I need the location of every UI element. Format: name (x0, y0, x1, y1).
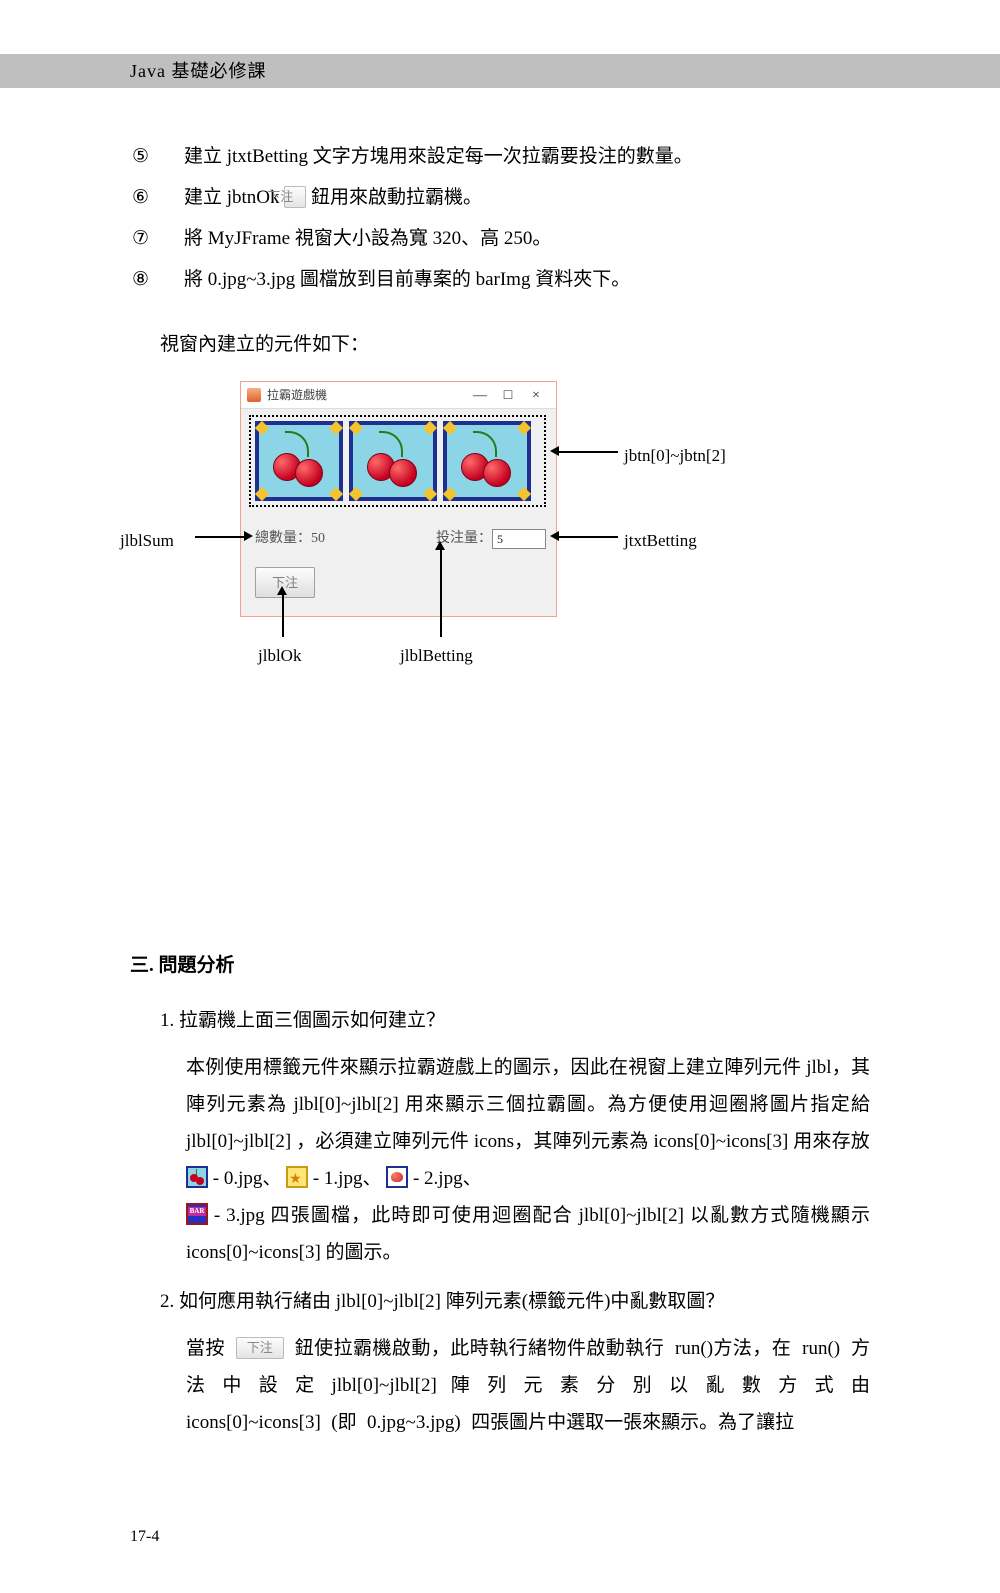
callout-jlblbetting: jlblBetting (400, 639, 473, 672)
a2-text-a: 當按 (186, 1338, 236, 1359)
window-diagram: 拉霸遊戲機 — □ × (240, 381, 790, 917)
step-6-num: ⑥ (160, 179, 184, 216)
slot-2 (443, 421, 531, 501)
maximize-icon[interactable]: □ (494, 382, 522, 409)
icon0-label: - 0.jpg、 (208, 1168, 286, 1189)
answer-1: 本例使用標籤元件來顯示拉霸遊戲上的圖示，因此在視窗上建立陣列元件 jlbl，其陣… (186, 1049, 870, 1271)
intro-line: 視窗內建立的元件如下： (160, 326, 870, 363)
question-2: 2. 如何應用執行緒由 jlbl[0]~jlbl[2] 陣列元素(標籤元件)中亂… (160, 1283, 870, 1320)
step-8-text: 將 0.jpg~3.jpg 圖檔放到目前專案的 barImg 資料夾下。 (184, 269, 630, 290)
title-bar: 拉霸遊戲機 — □ × (241, 382, 556, 409)
step-5-text: 建立 jtxtBetting 文字方塊用來設定每一次拉霸要投注的數量。 (184, 146, 693, 167)
bet-input[interactable]: 5 (492, 529, 546, 549)
inline-bet-button: 下注 (284, 186, 306, 208)
page-number: 17-4 (130, 1521, 870, 1552)
minimize-icon[interactable]: — (466, 382, 494, 409)
step-7-num: ⑦ (160, 220, 184, 257)
question-1: 1. 拉霸機上面三個圖示如何建立？ (160, 1002, 870, 1039)
slot-1 (349, 421, 437, 501)
step-5: ⑤建立 jtxtBetting 文字方塊用來設定每一次拉霸要投注的數量。 (160, 138, 870, 175)
cherry-icon (186, 1166, 208, 1188)
a2-text-b: 鈕使拉霸機啟動，此時執行緒物件啟動執行 run()方法，在 run() 方 法 … (186, 1338, 870, 1433)
step-8: ⑧將 0.jpg~3.jpg 圖檔放到目前專案的 barImg 資料夾下。 (160, 261, 870, 298)
melon-icon (386, 1166, 408, 1188)
header-title: Java 基礎必修課 (130, 61, 266, 81)
page-header: Java 基礎必修課 (0, 54, 1000, 88)
slot-window: 拉霸遊戲機 — □ × (240, 381, 557, 617)
callout-jlblok: jlblOk (258, 639, 301, 672)
close-icon[interactable]: × (522, 382, 550, 409)
section-3-heading: 三. 問題分析 (130, 947, 870, 984)
bar-icon (186, 1203, 208, 1225)
window-title: 拉霸遊戲機 (267, 384, 327, 407)
step-7: ⑦將 MyJFrame 視窗大小設為寬 320、高 250。 (160, 220, 870, 257)
fields-row: 總數量：50 投注量： 5 (241, 513, 556, 556)
step-7-text: 將 MyJFrame 視窗大小設為寬 320、高 250。 (184, 228, 551, 249)
answer-2: 當按 下注 鈕使拉霸機啟動，此時執行緒物件啟動執行 run()方法，在 run(… (186, 1330, 870, 1441)
star-icon (286, 1166, 308, 1188)
step-6-post: 鈕用來啟動拉霸機。 (306, 187, 482, 208)
callout-jbtn: jbtn[0]~jbtn[2] (624, 439, 726, 472)
callout-jtxtbetting: jtxtBetting (624, 524, 697, 557)
slot-0 (255, 421, 343, 501)
a1-text-a: 本例使用標籤元件來顯示拉霸遊戲上的圖示，因此在視窗上建立陣列元件 jlbl，其陣… (186, 1057, 870, 1152)
icon2-label: - 2.jpg、 (408, 1168, 481, 1189)
java-icon (247, 388, 261, 402)
sum-value: 50 (311, 525, 325, 552)
icon1-label: - 1.jpg、 (308, 1168, 386, 1189)
step-8-num: ⑧ (160, 261, 184, 298)
callout-jlblsum: jlblSum (120, 524, 174, 557)
sum-label: 總數量： (255, 525, 311, 552)
step-6: ⑥建立 jbtnOk 下注 鈕用來啟動拉霸機。 (160, 179, 870, 216)
a1-text-b: - 3.jpg 四張圖檔，此時即可使用迴圈配合 jlbl[0]~jlbl[2] … (186, 1205, 870, 1263)
step-5-num: ⑤ (160, 138, 184, 175)
slot-row (249, 415, 546, 507)
